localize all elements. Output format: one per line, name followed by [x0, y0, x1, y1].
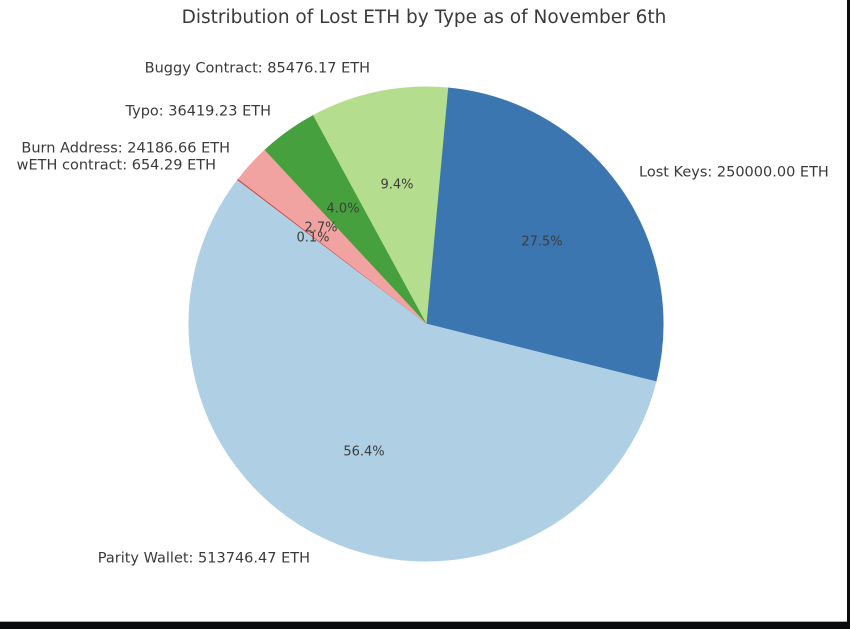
pie-slice-parity-wallet [188, 179, 657, 562]
slice-label-typo: Typo: 36419.23 ETH [125, 103, 271, 120]
pie-slice-lost-keys [425, 87, 664, 383]
slice-label-lost-keys: Lost Keys: 250000.00 ETH [639, 164, 829, 181]
slice-pct-weth-contract: 0.1% [296, 230, 330, 246]
slice-label-buggy-contract: Buggy Contract: 85476.17 ETH [144, 60, 370, 77]
slice-pct-buggy-contract: 9.4% [380, 177, 414, 193]
chart-title: Distribution of Lost ETH by Type as of N… [181, 7, 667, 28]
pie-slice-buggy-contract [312, 86, 449, 326]
slice-pct-lost-keys: 27.5% [521, 234, 563, 250]
slice-label-parity-wallet: Parity Wallet: 513746.47 ETH [97, 550, 310, 567]
slice-pct-parity-wallet: 56.4% [343, 444, 385, 460]
slice-pct-typo: 4.0% [326, 201, 360, 217]
slice-label-burn-address: Burn Address: 24186.66 ETH [21, 140, 230, 157]
slice-pct-burn-address: 2.7% [304, 220, 338, 236]
slice-label-weth-contract: wETH contract: 654.29 ETH [16, 157, 216, 174]
